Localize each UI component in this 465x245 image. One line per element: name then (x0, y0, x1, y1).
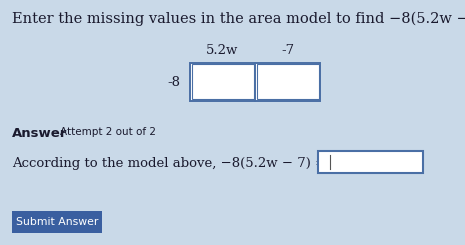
Text: Answer: Answer (12, 127, 67, 140)
Text: Enter the missing values in the area model to find −8(5.2w − 7): Enter the missing values in the area mod… (12, 12, 465, 26)
Text: -8: -8 (167, 75, 180, 88)
Text: Submit Answer: Submit Answer (16, 217, 98, 227)
Text: 56: 56 (279, 75, 296, 88)
Text: According to the model above, −8(5.2w − 7) =: According to the model above, −8(5.2w − … (12, 157, 326, 170)
Text: -7: -7 (281, 44, 294, 57)
Bar (190, 63, 320, 101)
Text: 5.2w: 5.2w (206, 44, 239, 57)
Bar (12, 211, 102, 233)
Bar (257, 64, 319, 99)
Text: 41.16: 41.16 (204, 75, 241, 88)
Bar (318, 151, 423, 173)
Bar (192, 64, 253, 99)
Text: Attempt 2 out of 2: Attempt 2 out of 2 (60, 127, 156, 137)
